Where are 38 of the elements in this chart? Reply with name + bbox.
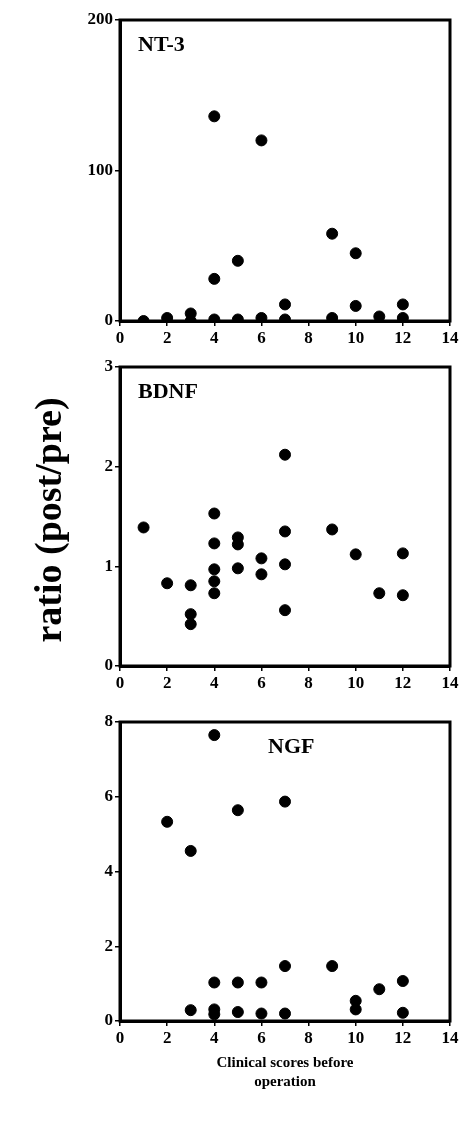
x-tick-label: 12: [394, 672, 412, 692]
y-tick-label: 8: [104, 711, 113, 731]
x-tick-label: 2: [162, 1027, 172, 1047]
y-tick-label: 200: [87, 9, 113, 29]
x-axis-title: Clinical scores before operation: [215, 1053, 355, 1091]
text: BDNF: [138, 377, 198, 403]
x-tick-label: 4: [210, 327, 220, 347]
y-tick-label: 3: [104, 356, 113, 376]
text: NGF: [268, 732, 315, 758]
x-tick-label: 2: [162, 672, 172, 692]
y-tick-label: 1: [104, 555, 113, 575]
x-tick-label: 8: [304, 1027, 313, 1047]
y-tick-label: 2: [104, 456, 113, 476]
x-tick-label: 4: [210, 1027, 220, 1047]
x-tick-label: 8: [304, 672, 313, 692]
y-tick-label: 0: [104, 655, 113, 675]
x-tick-label: 14: [441, 1027, 459, 1047]
x-tick-label: 14: [441, 327, 459, 347]
x-tick-label: 8: [304, 327, 313, 347]
x-tick-label: 6: [257, 672, 266, 692]
x-tick-label: 6: [257, 327, 266, 347]
y-tick-label: 4: [104, 860, 114, 880]
y-tick-label: 0: [104, 310, 113, 330]
y-tick-label: 0: [104, 1010, 113, 1030]
x-tick-label: 10: [347, 327, 365, 347]
y-tick-label: 6: [104, 786, 113, 806]
x-tick-label: 10: [347, 672, 365, 692]
x-tick-label: 10: [347, 1027, 365, 1047]
y-tick-label: 2: [104, 935, 113, 955]
x-tick-label: 14: [441, 672, 459, 692]
y-axis-title: ratio (post/pre): [26, 396, 70, 643]
x-tick-label: 12: [394, 327, 412, 347]
x-tick-label: 12: [394, 1027, 412, 1047]
x-tick-label: 4: [210, 672, 220, 692]
x-tick-label: 2: [162, 327, 172, 347]
y-tick-label: 100: [87, 159, 113, 179]
text: NT-3: [138, 30, 185, 56]
x-tick-label: 6: [257, 1027, 266, 1047]
